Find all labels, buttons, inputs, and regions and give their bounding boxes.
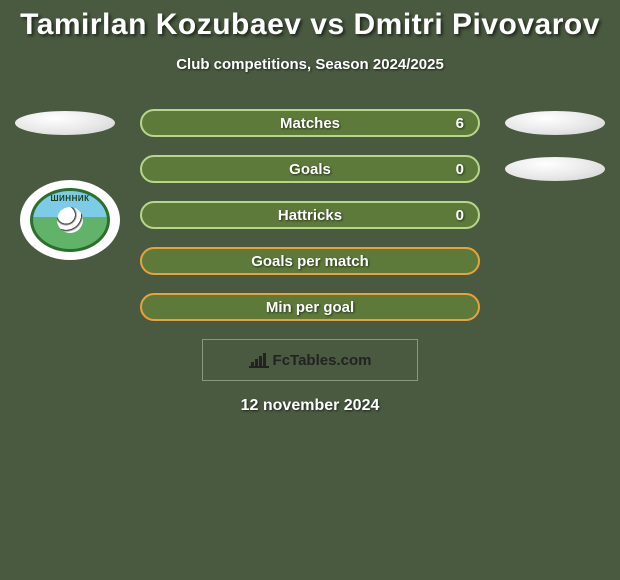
stat-label: Min per goal bbox=[266, 299, 354, 316]
stat-bar-goals: Goals 0 bbox=[140, 155, 480, 183]
soccer-ball-icon bbox=[57, 207, 83, 233]
stat-bar-mpg: Min per goal bbox=[140, 293, 480, 321]
stat-label: Goals per match bbox=[251, 253, 369, 270]
stat-value: 6 bbox=[456, 115, 464, 132]
stat-value: 0 bbox=[456, 161, 464, 178]
page-title: Tamirlan Kozubaev vs Dmitri Pivovarov bbox=[0, 0, 620, 42]
badge-inner: ШИННИК bbox=[30, 188, 110, 252]
stat-bar-matches: Matches 6 bbox=[140, 109, 480, 137]
left-team-badge: ШИННИК bbox=[20, 180, 120, 260]
attribution-box: FcTables.com bbox=[202, 339, 418, 381]
badge-label: ШИННИК bbox=[51, 194, 90, 203]
badge-outer: ШИННИК bbox=[20, 180, 120, 260]
stat-row: Matches 6 bbox=[0, 109, 620, 137]
date-text: 12 november 2024 bbox=[0, 397, 620, 415]
stat-label: Goals bbox=[289, 161, 331, 178]
stat-bar-gpm: Goals per match bbox=[140, 247, 480, 275]
stat-value: 0 bbox=[456, 207, 464, 224]
chart-icon bbox=[249, 352, 269, 368]
right-slot bbox=[500, 111, 610, 135]
stat-label: Hattricks bbox=[278, 207, 342, 224]
left-ellipse bbox=[15, 111, 115, 135]
subtitle: Club competitions, Season 2024/2025 bbox=[0, 56, 620, 73]
right-ellipse bbox=[505, 157, 605, 181]
stat-label: Matches bbox=[280, 115, 340, 132]
right-ellipse bbox=[505, 111, 605, 135]
left-slot bbox=[10, 111, 120, 135]
attribution-text: FcTables.com bbox=[273, 352, 372, 369]
stat-row: Goals 0 bbox=[0, 155, 620, 183]
stat-row: Min per goal bbox=[0, 293, 620, 321]
stat-bar-hattricks: Hattricks 0 bbox=[140, 201, 480, 229]
right-slot bbox=[500, 157, 610, 181]
